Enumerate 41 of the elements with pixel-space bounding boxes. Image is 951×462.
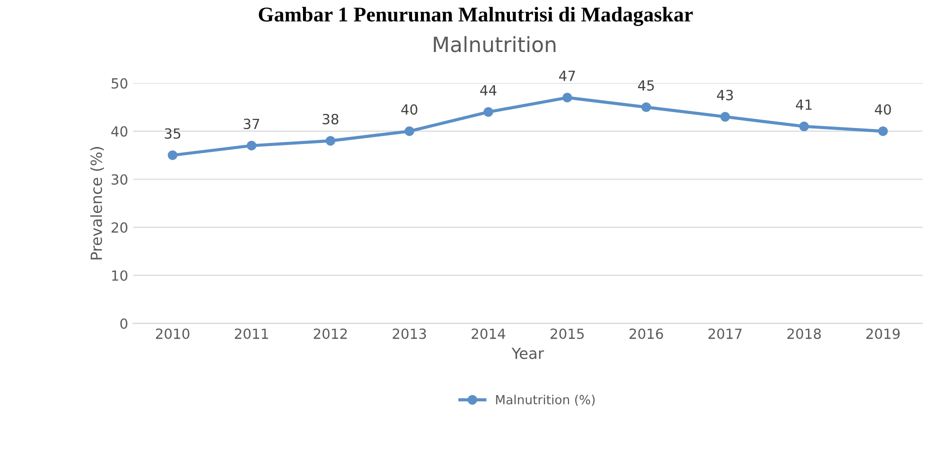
point: [483, 107, 494, 117]
x-tick-label: 2011: [234, 328, 268, 340]
x-tick-label: 2013: [392, 328, 426, 340]
point: [404, 126, 414, 136]
point: [641, 102, 652, 112]
point: [799, 122, 809, 132]
legend-label: Malnutrition (%): [496, 394, 595, 406]
x-tick-label: 2010: [156, 328, 190, 340]
chart-title: Malnutrition: [434, 36, 556, 52]
data-label: 47: [559, 70, 575, 81]
y-tick-label: 10: [112, 270, 128, 281]
x-tick-label: 2014: [472, 328, 506, 340]
data-label: 38: [322, 114, 338, 124]
point: [720, 112, 730, 122]
point: [562, 92, 572, 102]
data-label: 37: [244, 118, 260, 130]
x-tick-label: 2018: [787, 328, 821, 340]
point: [246, 140, 256, 150]
data-label: 45: [638, 80, 654, 91]
data-label: 44: [480, 85, 496, 96]
y-tick-label: 20: [112, 222, 128, 233]
text: Gambar 1 Penurunan Malnutrisi di Madagaskar: [258, 6, 693, 26]
x-tick-label: 2017: [708, 328, 742, 340]
y-tick-label: 40: [111, 126, 128, 137]
x-tick-label: 2015: [550, 328, 584, 340]
data-label: 40: [401, 104, 418, 115]
y-tick-label: 30: [112, 174, 128, 185]
point: [168, 150, 178, 160]
y-tick-label: 50: [112, 78, 128, 89]
data-label: 35: [164, 128, 180, 139]
x-tick-label: 2016: [630, 328, 664, 340]
x-axis-title: Year: [512, 348, 544, 360]
x-tick-label: 2019: [866, 328, 900, 340]
data-label: 43: [716, 90, 733, 100]
point: [878, 126, 888, 136]
data-label: 40: [874, 104, 891, 115]
x-tick-label: 2012: [314, 328, 347, 340]
data-label: 41: [796, 100, 812, 110]
y-tick-label: 0: [120, 318, 128, 329]
y-axis-title: Prevalence (%): [90, 147, 104, 260]
point: [326, 136, 336, 146]
